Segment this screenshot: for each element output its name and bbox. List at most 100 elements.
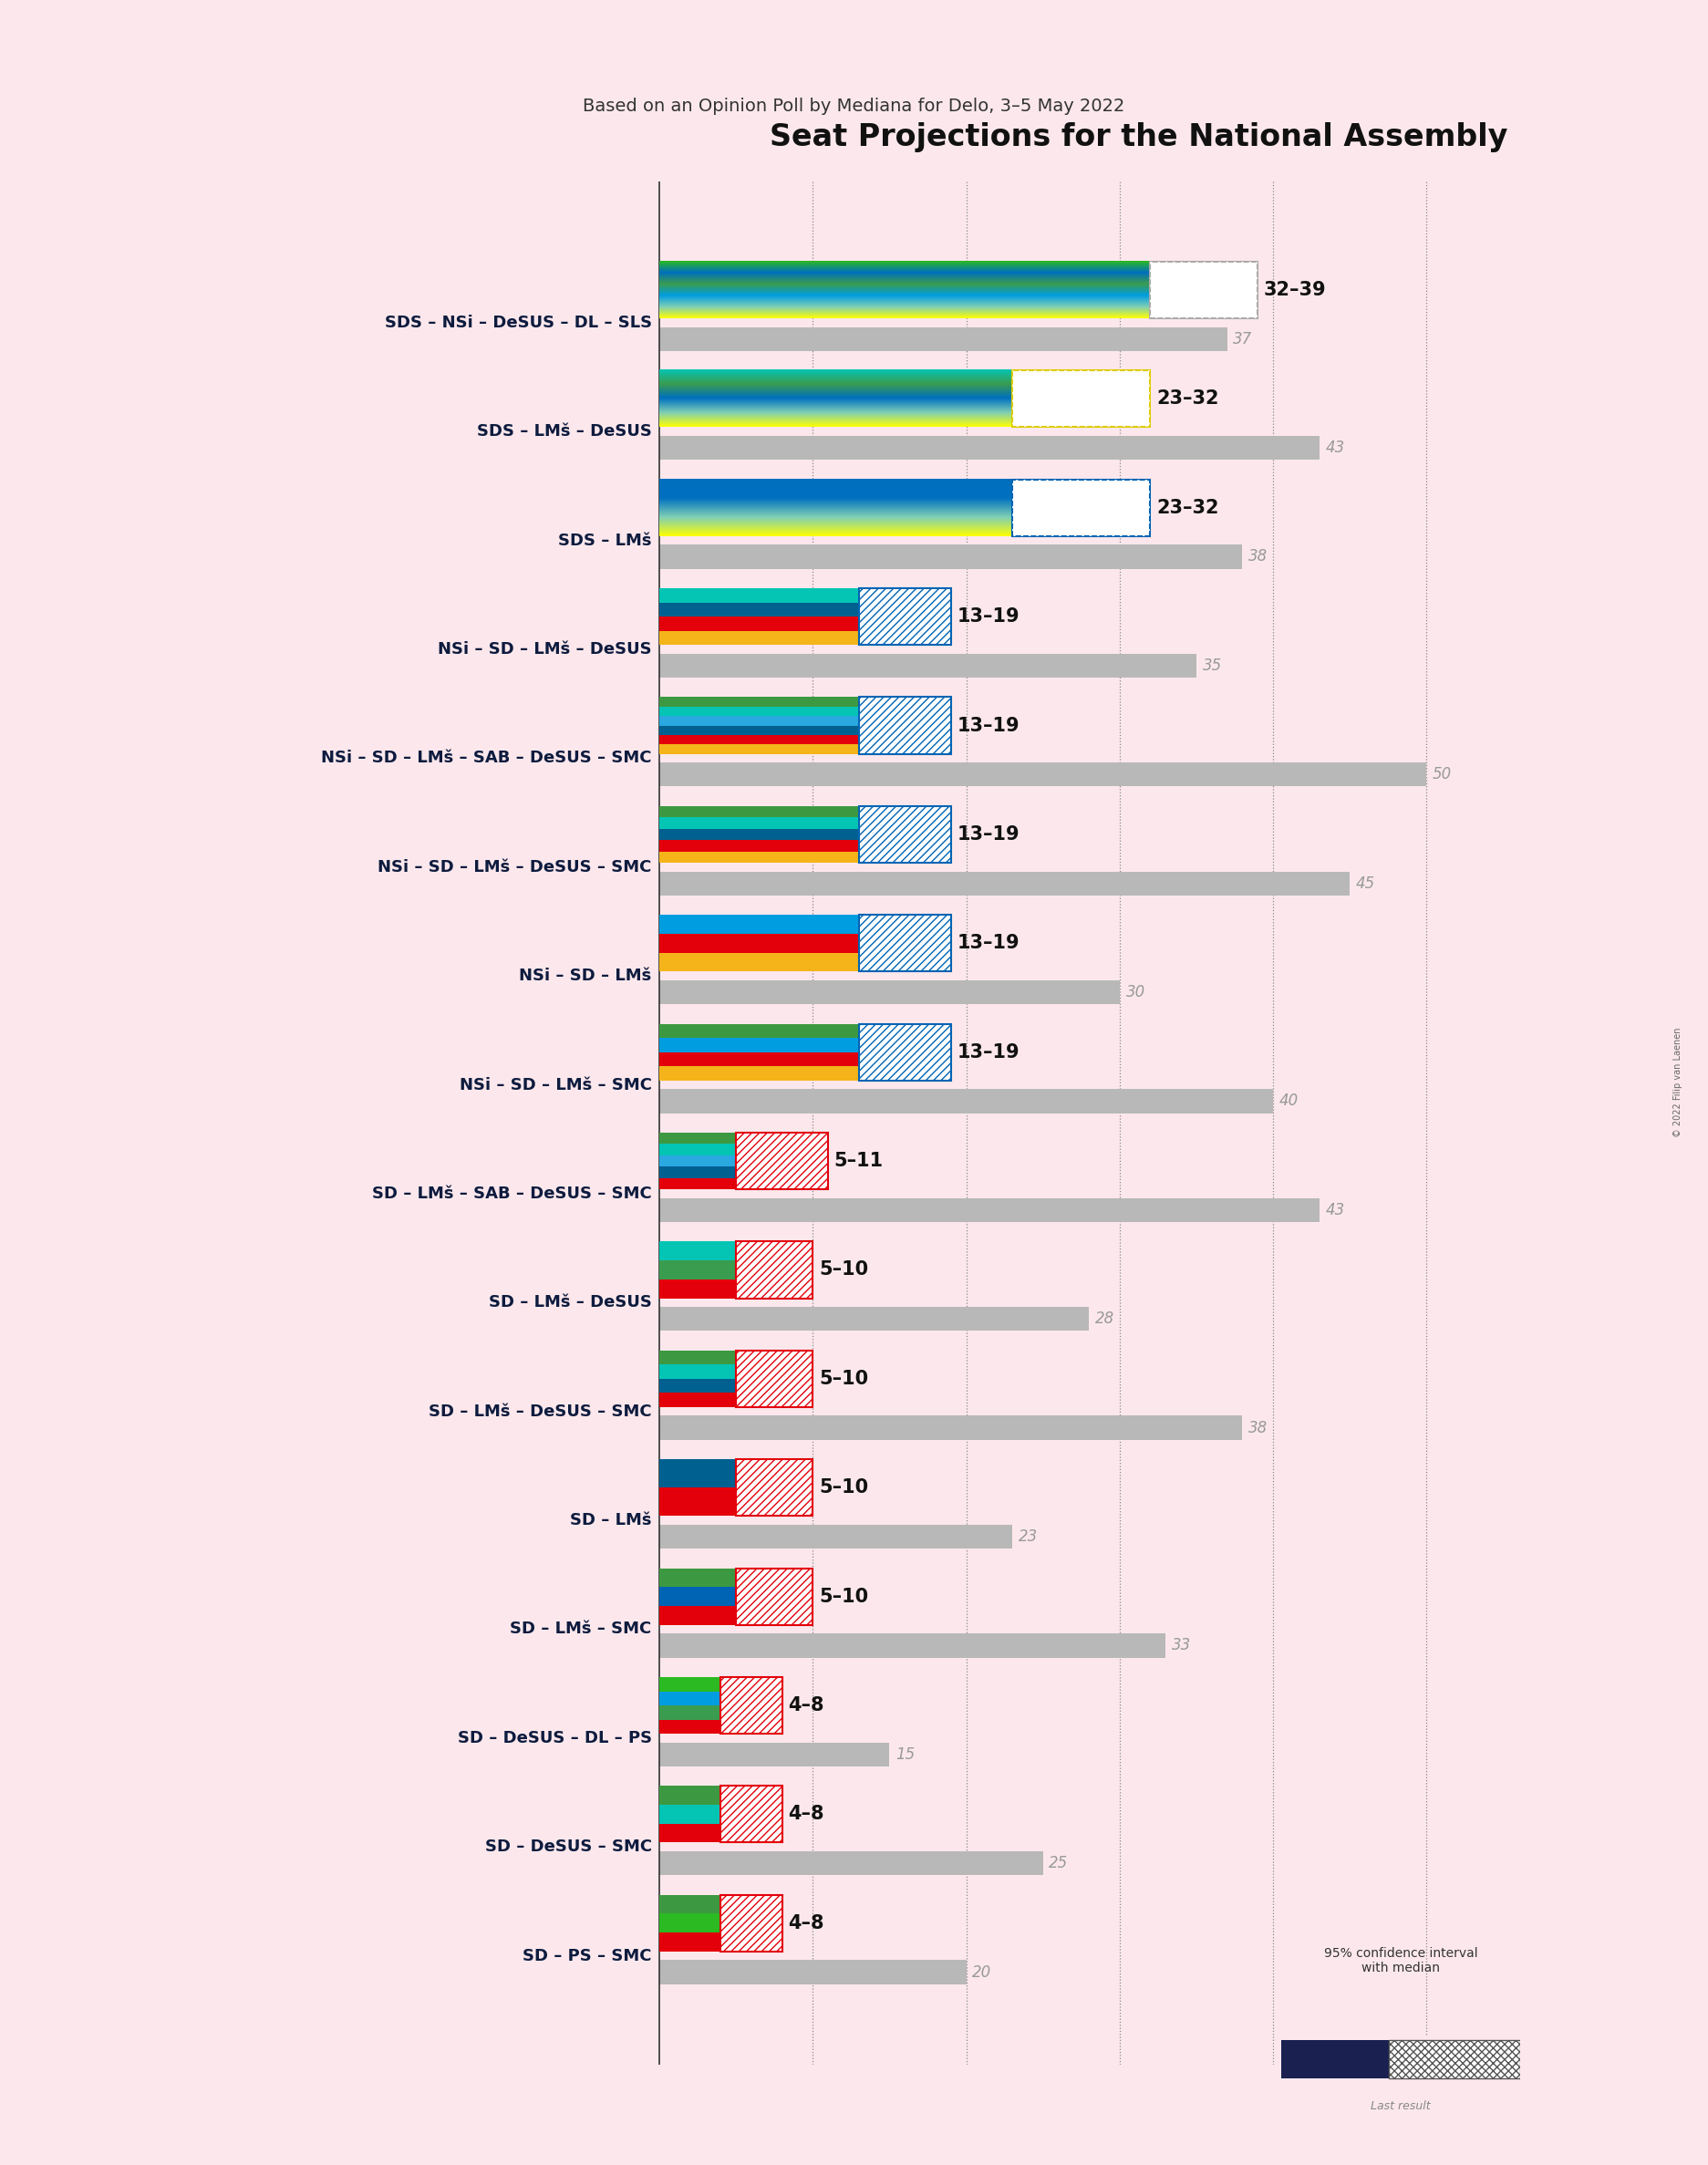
- Bar: [659, 1959, 967, 1983]
- Bar: [859, 589, 951, 645]
- Bar: [1013, 370, 1151, 427]
- Text: 40: 40: [1279, 1093, 1298, 1108]
- Text: SD – DeSUS – SMC: SD – DeSUS – SMC: [485, 1838, 652, 1855]
- Text: SD – PS – SMC: SD – PS – SMC: [523, 1948, 652, 1964]
- Bar: [659, 1524, 1013, 1548]
- Text: 15: 15: [895, 1747, 915, 1762]
- Bar: [659, 1606, 813, 1626]
- Bar: [859, 805, 951, 862]
- Bar: [659, 1132, 828, 1143]
- Text: Based on an Opinion Poll by Mediana for Delo, 3–5 May 2022: Based on an Opinion Poll by Mediana for …: [582, 97, 1126, 115]
- Text: SD – DeSUS – DL – PS: SD – DeSUS – DL – PS: [458, 1730, 652, 1747]
- Bar: [859, 1024, 951, 1080]
- Bar: [659, 1587, 813, 1606]
- Text: 33: 33: [1172, 1637, 1190, 1654]
- Text: 13–19: 13–19: [956, 825, 1020, 844]
- Bar: [659, 953, 951, 972]
- Bar: [659, 1364, 813, 1379]
- Bar: [721, 1678, 782, 1734]
- Text: 28: 28: [1095, 1310, 1115, 1327]
- Text: 23–32: 23–32: [1156, 390, 1220, 407]
- Bar: [859, 697, 951, 753]
- Bar: [859, 805, 951, 862]
- Bar: [721, 1786, 782, 1842]
- Bar: [659, 1052, 951, 1067]
- Title: Seat Projections for the National Assembly: Seat Projections for the National Assemb…: [770, 121, 1508, 152]
- Bar: [1013, 478, 1151, 537]
- Bar: [659, 697, 951, 706]
- Text: 43: 43: [1325, 1202, 1344, 1219]
- Text: NSi – SD – LMš – DeSUS – SMC: NSi – SD – LMš – DeSUS – SMC: [377, 860, 652, 875]
- Text: 32–39: 32–39: [1264, 281, 1327, 299]
- Text: 4–8: 4–8: [789, 1806, 825, 1823]
- Bar: [659, 1067, 951, 1080]
- Text: 50: 50: [1433, 766, 1452, 784]
- Bar: [659, 1914, 782, 1933]
- Bar: [659, 1241, 813, 1260]
- Bar: [659, 805, 951, 818]
- Bar: [659, 1167, 828, 1178]
- Bar: [659, 1392, 813, 1407]
- Bar: [736, 1567, 813, 1626]
- Bar: [659, 1706, 782, 1719]
- Text: SDS – LMš – DeSUS: SDS – LMš – DeSUS: [477, 424, 652, 439]
- Bar: [721, 1894, 782, 1951]
- Bar: [659, 818, 951, 829]
- Text: 13–19: 13–19: [956, 1044, 1020, 1061]
- Text: 38: 38: [1249, 1420, 1267, 1435]
- Text: 43: 43: [1325, 439, 1344, 457]
- Bar: [736, 1567, 813, 1626]
- Bar: [659, 762, 1426, 786]
- Text: SDS – NSi – DeSUS – DL – SLS: SDS – NSi – DeSUS – DL – SLS: [384, 314, 652, 331]
- Bar: [659, 654, 1196, 678]
- Bar: [1151, 262, 1257, 318]
- Bar: [859, 589, 951, 645]
- Bar: [659, 327, 1226, 351]
- Text: 13–19: 13–19: [956, 608, 1020, 626]
- Bar: [659, 734, 951, 745]
- Text: 5–11: 5–11: [834, 1152, 883, 1169]
- Bar: [1389, 2039, 1520, 2078]
- Text: 5–10: 5–10: [818, 1260, 868, 1280]
- Bar: [859, 1024, 951, 1080]
- Bar: [736, 1351, 813, 1407]
- Text: SD – LMš: SD – LMš: [570, 1511, 652, 1528]
- Bar: [736, 1459, 813, 1515]
- Bar: [736, 1459, 813, 1515]
- Bar: [659, 1894, 782, 1914]
- Text: 4–8: 4–8: [789, 1914, 825, 1933]
- Text: © 2022 Filip van Laenen: © 2022 Filip van Laenen: [1674, 1028, 1682, 1137]
- Bar: [721, 1786, 782, 1842]
- Bar: [659, 602, 951, 617]
- Text: SDS – LMš: SDS – LMš: [559, 533, 652, 548]
- Bar: [659, 1308, 1090, 1331]
- Text: 38: 38: [1249, 548, 1267, 565]
- Bar: [859, 916, 951, 972]
- Text: SD – LMš – SMC: SD – LMš – SMC: [511, 1622, 652, 1637]
- Bar: [659, 589, 951, 602]
- Bar: [659, 1024, 951, 1037]
- Bar: [659, 706, 951, 717]
- Bar: [736, 1132, 828, 1189]
- Bar: [659, 1089, 1272, 1113]
- Bar: [659, 725, 951, 734]
- Bar: [1151, 262, 1257, 318]
- Text: 13–19: 13–19: [956, 933, 1020, 953]
- Text: 13–19: 13–19: [956, 717, 1020, 734]
- Bar: [659, 1691, 782, 1706]
- Bar: [659, 1743, 890, 1767]
- Text: Last result: Last result: [1370, 2100, 1431, 2111]
- Bar: [1013, 370, 1151, 427]
- Bar: [859, 697, 951, 753]
- Bar: [659, 981, 1120, 1005]
- Bar: [659, 745, 951, 753]
- Bar: [659, 1823, 782, 1842]
- Bar: [736, 1351, 813, 1407]
- Bar: [659, 1786, 782, 1806]
- Bar: [659, 1567, 813, 1587]
- Bar: [659, 1178, 828, 1189]
- Bar: [659, 546, 1242, 569]
- Bar: [736, 1241, 813, 1299]
- Text: NSi – SD – LMš – SAB – DeSUS – SMC: NSi – SD – LMš – SAB – DeSUS – SMC: [321, 749, 652, 766]
- Bar: [659, 870, 1349, 896]
